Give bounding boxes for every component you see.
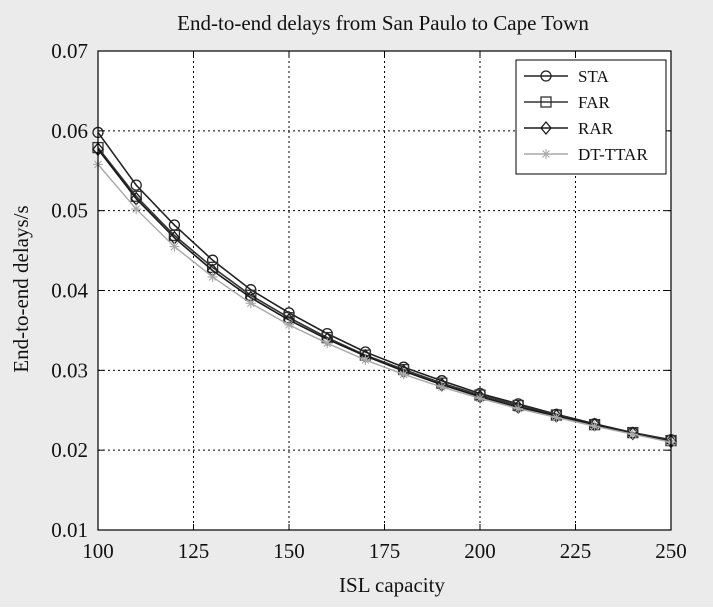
legend-item-far: FAR <box>524 93 610 112</box>
y-tick-label: 0.06 <box>51 119 88 143</box>
data-point <box>436 382 447 393</box>
y-tick-label: 0.04 <box>51 279 88 303</box>
y-tick-label: 0.02 <box>51 438 88 462</box>
y-tick-label: 0.07 <box>51 39 88 63</box>
y-axis-label: End-to-end delays/s <box>9 205 33 372</box>
legend-item-dt-ttar: DT-TTAR <box>524 145 648 164</box>
data-point <box>513 403 524 414</box>
data-point <box>207 271 218 282</box>
data-point <box>360 354 371 365</box>
chart-title: End-to-end delays from San Paulo to Cape… <box>177 11 589 35</box>
series-dt-ttar <box>93 159 676 448</box>
y-tick-label: 0.03 <box>51 358 88 382</box>
data-point <box>627 429 638 440</box>
legend-label: STA <box>578 67 609 86</box>
data-point <box>322 338 333 349</box>
x-tick-label: 175 <box>369 539 401 563</box>
legend-label: DT-TTAR <box>578 145 648 164</box>
legend-label: FAR <box>578 93 610 112</box>
data-point <box>551 412 562 423</box>
x-tick-label: 200 <box>464 539 496 563</box>
series-line <box>97 148 672 443</box>
legend-item-rar: RAR <box>524 119 614 138</box>
data-point <box>475 393 485 404</box>
data-point <box>168 229 181 242</box>
data-point <box>169 241 180 252</box>
legend-item-sta: STA <box>524 67 609 86</box>
legend-marker <box>540 70 552 82</box>
data-point <box>284 319 294 330</box>
data-point <box>131 204 142 215</box>
x-tick-label: 125 <box>178 539 210 563</box>
legend-label: RAR <box>578 119 614 138</box>
series-line <box>97 163 672 443</box>
legend-box <box>515 59 667 175</box>
x-tick-label: 250 <box>655 539 687 563</box>
x-axis-label: ISL capacity <box>339 573 445 597</box>
legend-marker <box>540 120 552 136</box>
x-tick-label: 100 <box>82 539 114 563</box>
y-tick-label: 0.01 <box>51 518 88 542</box>
legend-marker <box>541 149 551 159</box>
y-tick-label: 0.05 <box>51 199 88 223</box>
x-tick-label: 150 <box>273 539 305 563</box>
data-point <box>130 179 142 191</box>
legend-marker <box>540 96 552 108</box>
x-tick-label: 225 <box>560 539 592 563</box>
data-point <box>398 369 409 380</box>
data-point <box>589 421 600 432</box>
data-point <box>130 190 142 202</box>
data-point <box>245 298 256 309</box>
